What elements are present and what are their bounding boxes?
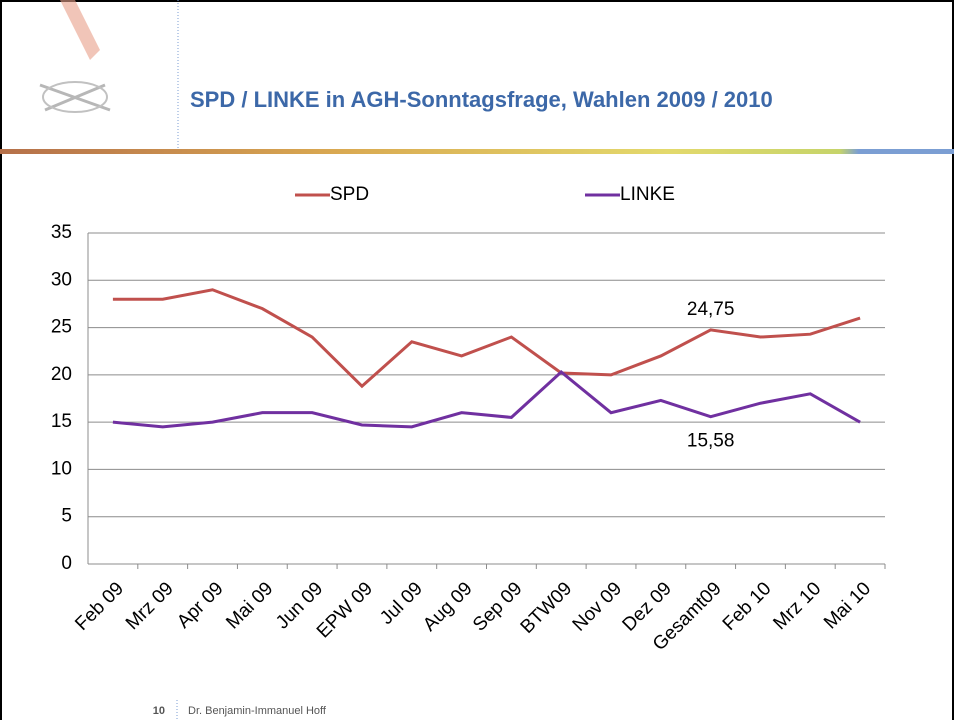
y-tick-label: 5 [61,506,72,527]
data-label: 15,58 [687,431,735,452]
data-label: 24,75 [687,299,735,320]
y-tick-label: 20 [51,364,72,385]
y-tick-label: 35 [51,222,72,243]
series-line [112,370,861,429]
slide-title: SPD / LINKE in AGH-Sonntagsfrage, Wahlen… [190,87,773,112]
y-tick-label: 25 [51,317,72,338]
y-tick-label: 15 [51,411,72,432]
footer-author: Dr. Benjamin-Immanuel Hoff [188,705,327,717]
header-band [0,149,954,154]
legend-label: LINKE [620,184,675,205]
series-line [112,288,861,389]
logo [39,0,111,113]
legend-label: SPD [330,184,369,205]
page-number: 10 [153,705,165,717]
y-tick-label: 10 [51,458,72,479]
y-tick-label: 30 [51,269,72,290]
y-tick-label: 0 [61,553,72,574]
